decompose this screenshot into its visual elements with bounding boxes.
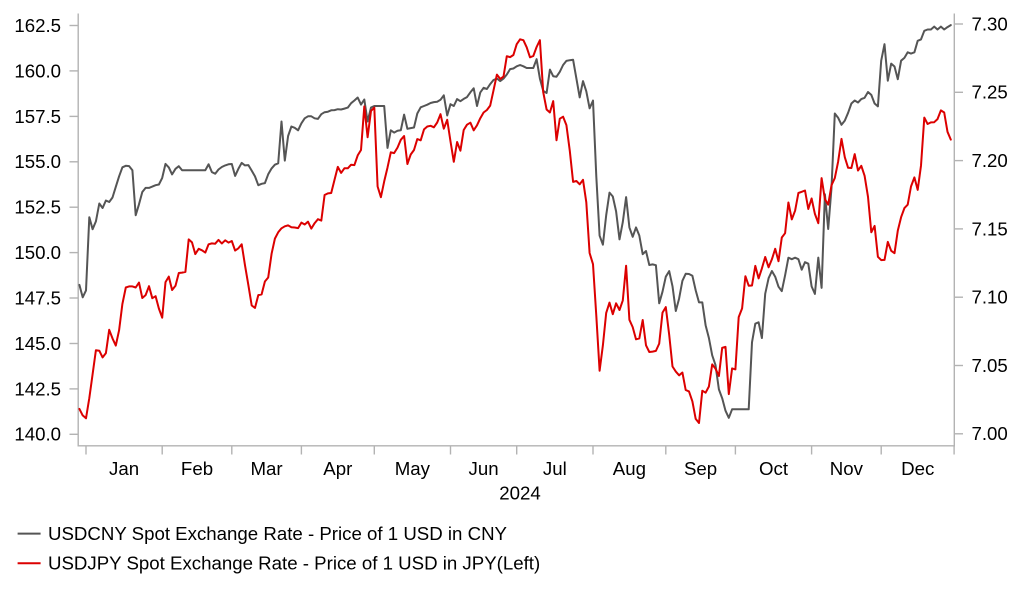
svg-text:Nov: Nov	[830, 458, 864, 479]
svg-text:140.0: 140.0	[14, 424, 61, 445]
svg-text:157.5: 157.5	[14, 106, 61, 127]
svg-text:147.5: 147.5	[14, 287, 61, 308]
svg-text:2024: 2024	[499, 483, 541, 504]
svg-text:Apr: Apr	[323, 458, 352, 479]
svg-text:7.25: 7.25	[972, 82, 1008, 103]
svg-text:Jul: Jul	[543, 458, 567, 479]
svg-text:May: May	[395, 458, 431, 479]
svg-text:7.00: 7.00	[972, 423, 1008, 444]
svg-text:USDCNY Spot Exchange Rate - Pr: USDCNY Spot Exchange Rate - Price of 1 U…	[48, 523, 508, 544]
svg-text:Mar: Mar	[251, 458, 283, 479]
svg-text:160.0: 160.0	[14, 60, 61, 81]
svg-text:150.0: 150.0	[14, 242, 61, 263]
svg-text:7.15: 7.15	[972, 218, 1008, 239]
svg-text:Jun: Jun	[469, 458, 499, 479]
svg-text:7.20: 7.20	[972, 150, 1008, 171]
svg-text:Oct: Oct	[759, 458, 789, 479]
svg-text:145.0: 145.0	[14, 333, 61, 354]
svg-text:7.10: 7.10	[972, 287, 1008, 308]
svg-text:Sep: Sep	[684, 458, 717, 479]
svg-text:Feb: Feb	[181, 458, 213, 479]
svg-text:162.5: 162.5	[14, 15, 61, 36]
svg-text:Jan: Jan	[109, 458, 139, 479]
svg-text:7.05: 7.05	[972, 355, 1008, 376]
svg-text:155.0: 155.0	[14, 151, 61, 172]
svg-text:USDJPY Spot Exchange Rate - Pr: USDJPY Spot Exchange Rate - Price of 1 U…	[48, 552, 540, 573]
svg-text:7.30: 7.30	[972, 13, 1008, 34]
svg-text:Dec: Dec	[901, 458, 934, 479]
svg-text:Aug: Aug	[613, 458, 646, 479]
svg-text:142.5: 142.5	[14, 378, 61, 399]
svg-text:152.5: 152.5	[14, 197, 61, 218]
